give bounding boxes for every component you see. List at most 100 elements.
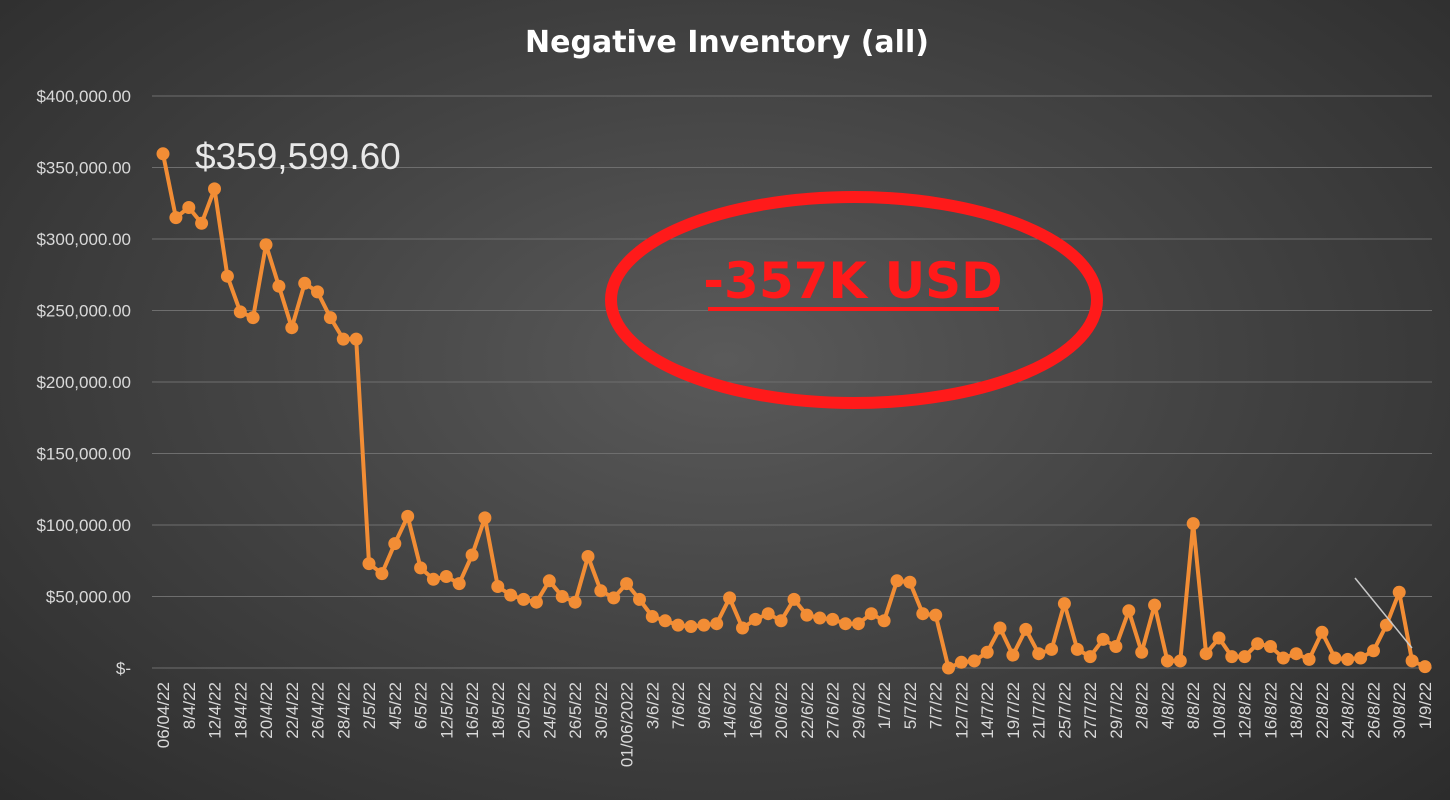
data-point bbox=[336, 332, 350, 346]
x-tick-label: 22/8/22 bbox=[1313, 682, 1332, 739]
data-point bbox=[1045, 642, 1059, 656]
data-point bbox=[890, 574, 904, 588]
data-point bbox=[800, 608, 814, 622]
x-tick-label: 21/7/22 bbox=[1030, 682, 1049, 739]
callout-text: -357K USD bbox=[703, 252, 1002, 310]
data-point bbox=[1405, 654, 1419, 668]
gridlines bbox=[152, 95, 1432, 669]
data-point bbox=[1186, 517, 1200, 531]
x-tick-label: 25/7/22 bbox=[1055, 682, 1074, 739]
data-point bbox=[1057, 597, 1071, 611]
y-tick-label: $300,000.00 bbox=[36, 230, 131, 249]
data-point bbox=[1264, 640, 1277, 653]
data-point bbox=[864, 607, 878, 621]
data-point bbox=[555, 590, 569, 603]
data-point bbox=[813, 611, 827, 625]
data-point bbox=[1354, 651, 1368, 665]
x-tick-label: 26/5/22 bbox=[566, 682, 585, 739]
y-tick-label: $350,000.00 bbox=[36, 159, 131, 178]
data-point bbox=[452, 577, 466, 591]
x-tick-label: 6/5/22 bbox=[412, 682, 431, 729]
x-tick-label: 22/4/22 bbox=[283, 682, 302, 739]
data-point bbox=[645, 610, 659, 623]
data-point bbox=[1341, 652, 1355, 666]
data-point bbox=[439, 570, 453, 583]
data-point bbox=[1276, 651, 1290, 665]
x-tick-label: 18/4/22 bbox=[231, 682, 250, 739]
x-tick-label: 1/9/22 bbox=[1416, 682, 1435, 729]
data-point bbox=[246, 311, 260, 325]
data-point bbox=[491, 580, 505, 593]
data-point bbox=[748, 612, 762, 626]
x-tick-label: 3/6/22 bbox=[643, 682, 662, 729]
x-tick-label: 27/6/22 bbox=[824, 682, 843, 739]
data-point bbox=[1173, 654, 1187, 668]
data-point bbox=[208, 182, 221, 196]
data-point bbox=[633, 592, 646, 606]
x-tick-label: 30/8/22 bbox=[1390, 682, 1409, 739]
data-point bbox=[658, 614, 672, 628]
data-point bbox=[1379, 618, 1393, 632]
data-point bbox=[323, 311, 337, 325]
data-point bbox=[504, 588, 518, 602]
data-point bbox=[916, 607, 930, 621]
x-tick-label: 16/6/22 bbox=[746, 682, 765, 739]
y-tick-label: $50,000.00 bbox=[46, 588, 131, 607]
data-point bbox=[1251, 637, 1265, 651]
data-point bbox=[401, 509, 415, 523]
x-tick-label: 12/4/22 bbox=[206, 682, 225, 739]
x-tick-label: 1/7/22 bbox=[875, 682, 894, 729]
x-tick-label: 26/4/22 bbox=[309, 682, 328, 739]
data-point bbox=[1212, 631, 1226, 645]
data-point bbox=[1367, 644, 1380, 658]
y-tick-label: $250,000.00 bbox=[36, 302, 131, 321]
data-point bbox=[684, 620, 698, 633]
data-point bbox=[465, 548, 479, 562]
y-axis-ticks: $- $50,000.00 $100,000.00 $150,000.00 $200,0… bbox=[36, 87, 131, 678]
x-tick-label: 4/5/22 bbox=[386, 682, 405, 729]
x-tick-label: 5/7/22 bbox=[901, 682, 920, 729]
data-point bbox=[594, 584, 608, 598]
x-tick-label: 8/4/22 bbox=[180, 682, 199, 729]
x-tick-label: 26/8/22 bbox=[1365, 682, 1384, 739]
data-point bbox=[761, 607, 775, 621]
data-point bbox=[1070, 642, 1084, 656]
data-point bbox=[542, 574, 556, 588]
data-point bbox=[710, 617, 724, 631]
series-inventory bbox=[156, 147, 1432, 675]
data-point bbox=[182, 201, 196, 214]
x-tick-label: 27/7/22 bbox=[1081, 682, 1100, 739]
data-point bbox=[1238, 650, 1252, 664]
data-point bbox=[1083, 650, 1097, 664]
trend-arrow-line bbox=[1354, 577, 1413, 649]
data-point bbox=[826, 612, 840, 626]
data-point bbox=[607, 591, 621, 605]
series-line bbox=[161, 153, 1426, 670]
data-point bbox=[1392, 585, 1406, 599]
data-point bbox=[1315, 625, 1329, 639]
data-point bbox=[903, 575, 917, 589]
data-point bbox=[877, 614, 891, 628]
data-point bbox=[362, 557, 376, 571]
data-point bbox=[388, 537, 402, 551]
data-point bbox=[478, 511, 492, 525]
data-point bbox=[736, 621, 749, 635]
y-tick-label: $100,000.00 bbox=[36, 516, 131, 535]
data-point bbox=[954, 655, 968, 669]
callout-ellipse bbox=[605, 191, 1103, 409]
data-point bbox=[942, 661, 955, 675]
data-point bbox=[697, 618, 711, 632]
data-point bbox=[259, 238, 273, 252]
data-point bbox=[1328, 651, 1342, 665]
data-point bbox=[980, 645, 994, 659]
x-tick-label: 8/8/22 bbox=[1184, 682, 1203, 729]
data-point bbox=[298, 276, 312, 290]
chart-title: Negative Inventory (all) bbox=[525, 25, 929, 60]
data-point bbox=[272, 279, 286, 293]
data-point bbox=[1019, 622, 1033, 636]
data-point bbox=[1160, 654, 1174, 668]
x-tick-label: 24/5/22 bbox=[540, 682, 559, 739]
x-tick-label: 28/4/22 bbox=[334, 682, 353, 739]
data-point bbox=[851, 617, 865, 631]
